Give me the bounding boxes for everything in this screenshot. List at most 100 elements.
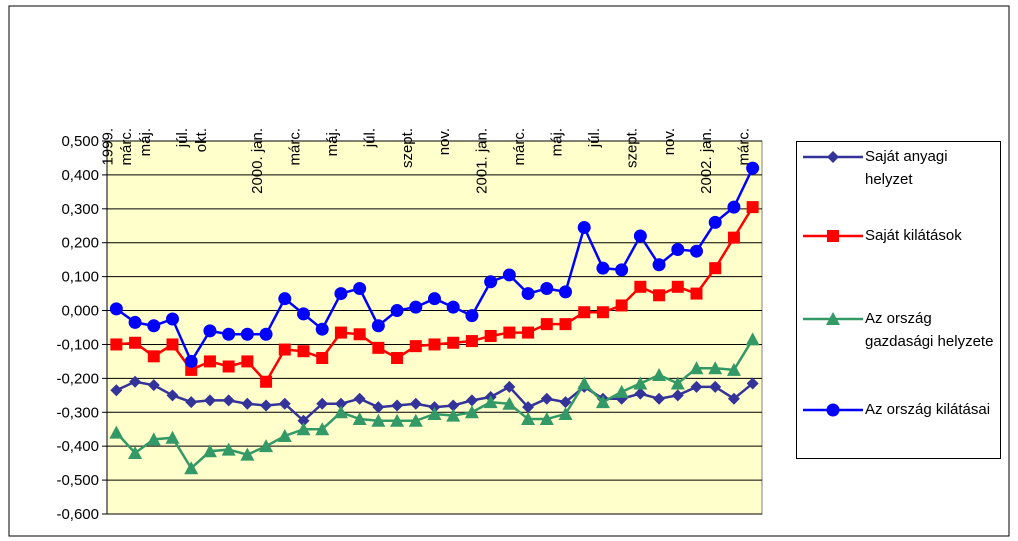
x-tick-label: nov. <box>661 128 678 155</box>
point <box>540 392 553 405</box>
legend-swatch <box>803 151 863 163</box>
point <box>596 306 609 319</box>
point <box>652 367 667 381</box>
point <box>653 392 666 405</box>
y-tick-label: -0,400 <box>56 438 99 455</box>
point <box>184 461 199 475</box>
point <box>390 413 405 427</box>
legend-item: Az ország kilátásai <box>797 398 1002 468</box>
point <box>595 395 610 409</box>
legend-marker <box>827 230 839 242</box>
point <box>391 399 404 412</box>
point <box>671 389 684 402</box>
point <box>297 414 310 427</box>
point <box>371 319 385 333</box>
legend-marker <box>826 312 840 325</box>
y-tick-label: -0,200 <box>56 370 99 387</box>
legend-item: Saját anyagi helyzet <box>797 145 1002 215</box>
point <box>484 329 497 342</box>
point <box>241 397 254 410</box>
point <box>596 261 610 275</box>
point <box>652 258 666 272</box>
x-tick-label: júl. <box>174 128 191 148</box>
point <box>297 345 310 358</box>
point <box>390 304 404 318</box>
legend: Saját anyagi helyzet Saját kilátások Az or… <box>796 141 1001 459</box>
point <box>334 326 347 339</box>
point <box>465 309 479 323</box>
legend-swatch <box>803 312 863 325</box>
y-tick-label: 0,500 <box>61 133 99 150</box>
point <box>428 338 441 351</box>
point <box>615 299 628 312</box>
point <box>334 287 348 301</box>
point <box>727 392 740 405</box>
point <box>503 326 516 339</box>
x-tick-label: 2002. jan. <box>698 128 715 194</box>
point <box>278 397 291 410</box>
x-tick-label: márc. <box>511 128 528 166</box>
point <box>240 327 254 341</box>
x-tick-label: 2001. jan. <box>474 128 491 194</box>
point <box>165 430 180 444</box>
point <box>147 319 161 333</box>
point <box>315 422 330 436</box>
x-tick-label: 2000. jan. <box>249 128 266 194</box>
point <box>522 326 535 339</box>
point <box>446 300 460 314</box>
point <box>240 447 255 461</box>
point <box>559 396 572 409</box>
point <box>428 292 441 306</box>
point <box>540 318 553 331</box>
point <box>353 392 366 405</box>
point <box>260 399 273 412</box>
y-tick-label: -0,600 <box>56 506 99 523</box>
legend-label: Saját kilátások <box>865 227 962 244</box>
point <box>129 375 142 388</box>
point <box>484 275 498 289</box>
point <box>539 412 554 426</box>
point <box>709 380 722 393</box>
y-tick-label: 0,400 <box>61 167 99 184</box>
legend-label: Az ország kilátásai <box>865 401 991 418</box>
point <box>371 413 386 427</box>
point <box>521 287 535 301</box>
point <box>671 280 684 293</box>
point <box>278 343 291 356</box>
point <box>408 413 423 427</box>
point <box>634 280 647 293</box>
point <box>391 352 404 365</box>
x-tick-label: máj. <box>324 128 341 156</box>
point <box>128 445 143 459</box>
point <box>110 384 123 397</box>
point <box>578 306 591 319</box>
point <box>129 336 142 349</box>
x-tick-label: máj. <box>549 128 566 156</box>
point <box>427 406 442 420</box>
point <box>203 355 216 368</box>
point <box>203 324 217 338</box>
point <box>746 201 759 214</box>
legend-item: Saját kilátások <box>797 224 1002 294</box>
y-tick-label: 0,300 <box>61 201 99 218</box>
point <box>727 200 741 214</box>
x-tick-label: szept. <box>399 128 416 168</box>
point <box>297 307 310 321</box>
legend-label: Saját anyagi helyzet <box>865 148 948 188</box>
point <box>222 394 235 407</box>
y-tick-label: -0,100 <box>56 336 99 353</box>
point <box>690 380 703 393</box>
point <box>109 302 123 316</box>
x-tick-label: 1999. <box>99 128 116 166</box>
x-tick-label: márc. <box>287 128 304 166</box>
point <box>315 322 329 336</box>
point <box>202 444 217 458</box>
legend-swatch <box>803 230 863 242</box>
point <box>241 355 254 368</box>
point <box>109 425 124 439</box>
point <box>259 439 274 453</box>
point <box>708 215 722 229</box>
point <box>670 376 685 390</box>
point <box>633 376 648 390</box>
point <box>465 335 478 348</box>
